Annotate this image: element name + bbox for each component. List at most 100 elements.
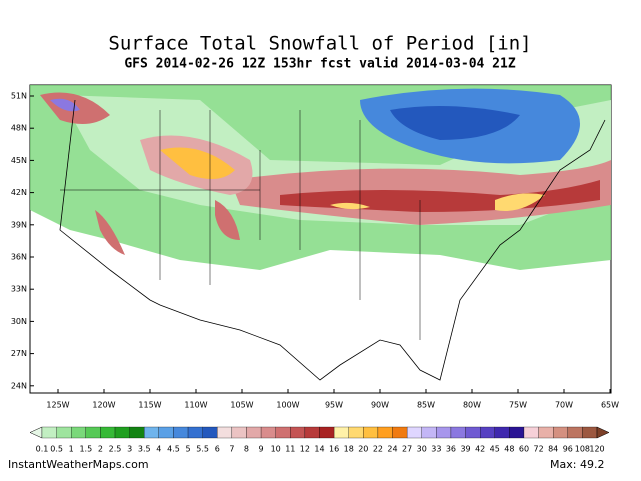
lon-label: 100W — [276, 401, 299, 410]
colorbar-label: 20 — [358, 445, 368, 454]
colorbar-label: 3.5 — [138, 445, 151, 454]
colorbar-label: 1 — [69, 445, 74, 454]
colorbar-swatch — [377, 426, 393, 439]
colorbar-label: 84 — [548, 445, 558, 454]
colorbar-label: 42 — [475, 445, 485, 454]
lat-label: 27N — [11, 349, 27, 358]
colorbar-label: 18 — [344, 445, 354, 454]
colorbar-swatch — [260, 426, 276, 439]
colorbar-swatch — [85, 426, 101, 439]
colorbar-swatch — [275, 426, 291, 439]
colorbar-swatch — [246, 426, 262, 439]
colorbar-label: 8 — [244, 445, 249, 454]
colorbar-swatch — [129, 426, 145, 439]
colorbar-label: 30 — [417, 445, 427, 454]
colorbar-label: 120 — [589, 445, 604, 454]
lat-label: 42N — [11, 188, 27, 197]
colorbar-swatch — [406, 426, 422, 439]
colorbar-swatch — [553, 426, 568, 439]
source: InstantWeatherMaps.com — [8, 458, 149, 471]
colorbar-swatch — [538, 426, 554, 439]
colorbar-label: 5 — [186, 445, 191, 454]
lon-label: 65W — [601, 401, 619, 410]
colorbar-label: 27 — [402, 445, 412, 454]
colorbar-swatch — [319, 426, 335, 439]
map — [29, 84, 612, 394]
colorbar-swatch — [567, 426, 583, 439]
colorbar-swatch — [465, 426, 481, 439]
colorbar-label: 2.5 — [109, 445, 122, 454]
colorbar-swatch — [480, 426, 495, 439]
colorbar-swatch — [333, 426, 349, 439]
lon-label: 90W — [371, 401, 389, 410]
lat-label: 33N — [11, 285, 27, 294]
max-value: Max: 49.2 — [550, 458, 604, 471]
colorbar-swatch — [363, 426, 379, 439]
colorbar-swatch — [392, 426, 408, 439]
lat-label: 45N — [11, 156, 27, 165]
colorbar-label: 0.5 — [50, 445, 63, 454]
colorbar-end — [596, 426, 610, 439]
lat-label: 36N — [11, 253, 27, 262]
colorbar-swatch — [144, 426, 159, 439]
colorbar-label: 11 — [285, 445, 295, 454]
lon-label: 75W — [509, 401, 527, 410]
colorbar-swatch — [348, 426, 364, 439]
colorbar-swatch — [582, 426, 598, 439]
colorbar-swatch — [450, 426, 466, 439]
lat-label: 48N — [11, 124, 27, 133]
colorbar-label: 22 — [373, 445, 383, 454]
colorbar-label: 33 — [431, 445, 441, 454]
lat-label: 24N — [11, 381, 27, 390]
colorbar-swatch — [56, 426, 72, 439]
colorbar-swatch — [202, 426, 218, 439]
colorbar-swatch — [290, 426, 306, 439]
colorbar-swatch — [114, 426, 130, 439]
colorbar-swatch — [231, 426, 247, 439]
colorbar-label: 12 — [300, 445, 310, 454]
colorbar-label: 96 — [563, 445, 573, 454]
colorbar-label: 0.1 — [36, 445, 49, 454]
lon-label: 85W — [417, 401, 435, 410]
lon-label: 105W — [230, 401, 253, 410]
colorbar-swatch — [71, 426, 86, 439]
lon-label: 125W — [46, 401, 69, 410]
colorbar-swatch — [436, 426, 452, 439]
colorbar-label: 4 — [156, 445, 161, 454]
subtitle: GFS 2014-02-26 12Z 153hr fcst valid 2014… — [124, 57, 516, 72]
colorbar-end — [29, 426, 43, 439]
colorbar-label: 60 — [519, 445, 529, 454]
colorbar-label: 7 — [229, 445, 234, 454]
colorbar-swatch — [421, 426, 437, 439]
colorbar-swatch — [304, 426, 320, 439]
colorbar-label: 36 — [446, 445, 456, 454]
colorbar-label: 5.5 — [196, 445, 209, 454]
colorbar-swatch — [41, 426, 57, 439]
colorbar-label: 14 — [314, 445, 324, 454]
colorbar-swatch — [173, 426, 189, 439]
colorbar-swatch — [217, 426, 233, 439]
colorbar-label: 3 — [127, 445, 132, 454]
lon-label: 110W — [184, 401, 207, 410]
colorbar-label: 16 — [329, 445, 339, 454]
colorbar-swatch — [523, 426, 539, 439]
lat-label: 39N — [11, 220, 27, 229]
title: Surface Total Snowfall of Period [in] — [108, 33, 531, 55]
lon-label: 115W — [138, 401, 161, 410]
lon-label: 80W — [463, 401, 481, 410]
colorbar-label: 2 — [98, 445, 103, 454]
colorbar-label: 24 — [387, 445, 397, 454]
colorbar-label: 4.5 — [167, 445, 180, 454]
lat-label: 30N — [11, 317, 27, 326]
colorbar-swatch — [158, 426, 174, 439]
lon-label: 95W — [325, 401, 343, 410]
colorbar-label: 39 — [460, 445, 470, 454]
colorbar-label: 72 — [533, 445, 543, 454]
colorbar-label: 6 — [215, 445, 220, 454]
colorbar-swatch — [509, 426, 525, 439]
colorbar-swatch — [494, 426, 510, 439]
colorbar-label: 1.5 — [79, 445, 92, 454]
colorbar-label: 10 — [271, 445, 281, 454]
lon-label: 70W — [555, 401, 573, 410]
